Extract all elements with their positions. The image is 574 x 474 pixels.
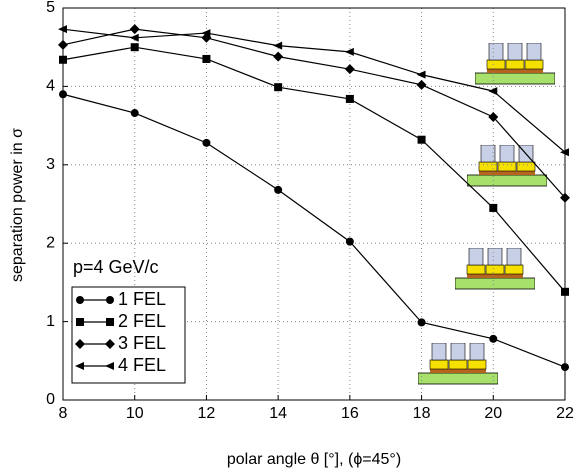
marker xyxy=(59,55,67,64)
y-axis-label: separation power in σ xyxy=(9,128,26,282)
detector-icons xyxy=(418,43,555,384)
legend-label: 2 FEL xyxy=(118,311,166,331)
marker xyxy=(560,148,569,157)
series-line xyxy=(62,46,566,293)
marker xyxy=(58,39,68,50)
legend-label: 3 FEL xyxy=(118,333,166,353)
marker xyxy=(105,339,115,349)
marker xyxy=(488,111,499,122)
x-tick-label: 20 xyxy=(484,405,502,422)
marker xyxy=(561,287,569,296)
y-tick-label: 3 xyxy=(46,156,55,173)
marker xyxy=(417,135,426,144)
series-line xyxy=(62,93,566,368)
series-line xyxy=(62,28,566,199)
marker xyxy=(488,87,498,96)
x-tick-label: 10 xyxy=(126,405,144,422)
x-tick-label: 8 xyxy=(59,405,68,422)
legend-label: 1 FEL xyxy=(118,289,166,309)
marker xyxy=(345,94,354,103)
marker xyxy=(489,203,498,212)
x-axis-label: polar angle θ [°], (ϕ=45°) xyxy=(227,451,401,468)
marker xyxy=(274,83,283,92)
marker xyxy=(130,109,139,118)
marker xyxy=(75,362,84,370)
marker xyxy=(106,296,114,304)
marker xyxy=(273,51,284,62)
marker xyxy=(273,41,283,50)
marker xyxy=(345,237,354,246)
marker xyxy=(106,318,114,326)
legend-box xyxy=(71,286,186,384)
y-tick-label: 0 xyxy=(46,391,55,408)
marker xyxy=(59,90,67,99)
x-tick-label: 16 xyxy=(341,405,359,422)
marker xyxy=(274,185,283,194)
y-tick-label: 2 xyxy=(46,234,55,251)
marker xyxy=(416,70,426,79)
marker xyxy=(129,33,139,42)
legend-label: 4 FEL xyxy=(118,355,166,375)
marker xyxy=(130,43,139,52)
marker xyxy=(560,192,570,203)
marker xyxy=(76,296,84,304)
marker xyxy=(75,339,85,349)
x-tick-label: 18 xyxy=(413,405,431,422)
detector-icon xyxy=(467,145,547,186)
marker xyxy=(416,79,427,90)
marker xyxy=(489,334,498,343)
marker xyxy=(561,363,569,372)
plot-frame xyxy=(62,7,566,401)
series-line xyxy=(62,28,566,153)
detector-icon xyxy=(455,248,535,289)
x-tick-label: 14 xyxy=(269,405,287,422)
annotation: p=4 GeV/c xyxy=(73,257,159,277)
x-tick-label: 22 xyxy=(556,405,574,422)
x-tick-label: 12 xyxy=(198,405,216,422)
marker xyxy=(202,54,211,63)
detector-icon xyxy=(475,43,555,84)
marker xyxy=(105,362,114,370)
marker xyxy=(58,25,67,34)
marker xyxy=(344,47,354,56)
y-tick-label: 4 xyxy=(46,78,55,95)
marker xyxy=(202,138,211,147)
marker xyxy=(76,318,84,326)
marker xyxy=(129,24,140,35)
marker xyxy=(417,318,426,327)
marker xyxy=(344,64,355,75)
y-tick-label: 5 xyxy=(46,0,55,16)
y-tick-label: 1 xyxy=(46,313,55,330)
detector-icon xyxy=(418,343,498,384)
marker xyxy=(201,29,211,38)
